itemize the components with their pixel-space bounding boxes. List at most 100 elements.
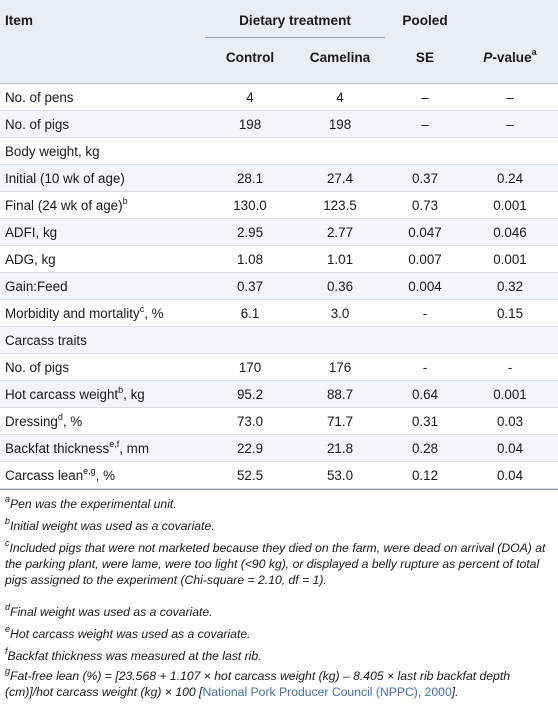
cell-p: 0.04 (496, 468, 524, 483)
row-label: Initial (10 wk of age) (5, 171, 125, 186)
table-row: No. of pens 4 4 – – (0, 84, 558, 111)
cell-p: 0.04 (496, 441, 524, 456)
cell-p: – (506, 117, 514, 132)
cell-control: 52.5 (236, 468, 264, 483)
cell-se: - (422, 306, 428, 321)
cell-p: 0.24 (496, 171, 524, 186)
cell-camelina: 3.0 (330, 306, 350, 321)
row-label: Carcass leane,g, % (5, 465, 116, 483)
footnote-g: gFat-free lean (%) = [23.568 + 1.107 × h… (5, 665, 510, 699)
row-label: Final (24 wk of age)b (5, 195, 128, 213)
header-p-sup: a (531, 47, 537, 58)
row-label: Carcass traits (5, 333, 87, 348)
row-label: Morbidity and mortalityc, % (5, 303, 164, 321)
cell-p: 0.046 (493, 225, 527, 240)
cell-control: 0.37 (236, 279, 264, 294)
table-row: Initial (10 wk of age) 28.1 27.4 0.37 0.… (0, 165, 558, 192)
header-se: SE (415, 50, 435, 65)
table-row: Hot carcass weightb, kg 95.2 88.7 0.64 0… (0, 381, 558, 408)
footnote-c: cIncluded pigs that were not marketed be… (5, 537, 546, 587)
footnote-e: eHot carcass weight was used as a covari… (5, 623, 251, 641)
table-row: ADFI, kg 2.95 2.77 0.047 0.046 (0, 219, 558, 246)
cell-control: 22.9 (236, 441, 264, 456)
table-row: Gain:Feed 0.37 0.36 0.004 0.32 (0, 273, 558, 300)
cell-control: 1.08 (236, 252, 264, 267)
table-row: Body weight, kg (0, 138, 558, 165)
table-row: Carcass leane,g, % 52.5 53.0 0.12 0.04 (0, 462, 558, 489)
citation-link[interactable]: National Pork Producer Council (NPPC), 2… (202, 685, 452, 699)
row-label: Hot carcass weightb, kg (5, 384, 145, 402)
header-dietary-treatment: Dietary treatment (239, 13, 351, 28)
cell-camelina: 176 (328, 360, 352, 375)
cell-p: 0.32 (496, 279, 524, 294)
header-p-italic: P (483, 50, 493, 65)
cell-camelina: 71.7 (326, 414, 354, 429)
header-item: Item (5, 13, 33, 28)
cell-p: 0.001 (493, 387, 527, 402)
cell-se: 0.007 (408, 252, 442, 267)
table-row: Morbidity and mortalityc, % 6.1 3.0 - 0.… (0, 300, 558, 327)
header-pooled: Pooled (402, 13, 448, 28)
footnote-b: bInitial weight was used as a covariate. (5, 515, 215, 533)
cell-camelina: 88.7 (326, 387, 354, 402)
cell-se: 0.004 (408, 279, 442, 294)
cell-se: 0.31 (411, 414, 439, 429)
cell-se: 0.047 (408, 225, 442, 240)
header-camelina: Camelina (309, 50, 371, 65)
header-p-rest: -value (492, 50, 532, 65)
table-header: Item Dietary treatment Pooled Control Ca… (0, 0, 558, 83)
footnote-f: fBackfat thickness was measured at the l… (5, 645, 262, 663)
cell-control: 130.0 (233, 198, 267, 213)
header-p-value: P-valuea (465, 47, 555, 65)
header-span-rule (205, 37, 385, 38)
cell-control: 95.2 (236, 387, 264, 402)
footnote-a: aPen was the experimental unit. (5, 493, 177, 511)
cell-p: 0.15 (496, 306, 524, 321)
cell-camelina: 198 (328, 117, 352, 132)
table-bottom-rule (0, 489, 558, 490)
row-label: ADFI, kg (5, 225, 58, 240)
cell-camelina: 27.4 (326, 171, 354, 186)
cell-camelina: 123.5 (323, 198, 357, 213)
cell-se: 0.28 (411, 441, 439, 456)
cell-control: 73.0 (236, 414, 264, 429)
table-row: Dressingd, % 73.0 71.7 0.31 0.03 (0, 408, 558, 435)
cell-control: 4 (246, 90, 254, 105)
cell-se: 0.64 (411, 387, 439, 402)
table-row: ADG, kg 1.08 1.01 0.007 0.001 (0, 246, 558, 273)
row-label: No. of pigs (5, 117, 70, 132)
cell-control: 2.95 (236, 225, 264, 240)
table-row: Final (24 wk of age)b 130.0 123.5 0.73 0… (0, 192, 558, 219)
cell-se: 0.73 (411, 198, 439, 213)
header-control: Control (225, 50, 275, 65)
cell-camelina: 0.36 (326, 279, 354, 294)
table-row: No. of pigs 170 176 - - (0, 354, 558, 381)
header-rule (0, 83, 558, 84)
cell-se: - (422, 360, 428, 375)
row-label: Backfat thicknesse,f, mm (5, 438, 149, 456)
row-label: ADG, kg (5, 252, 56, 267)
cell-camelina: 53.0 (326, 468, 354, 483)
row-label: No. of pigs (5, 360, 70, 375)
cell-p: - (507, 360, 513, 375)
table-row: No. of pigs 198 198 – – (0, 111, 558, 138)
row-label: Dressingd, % (5, 411, 83, 429)
cell-control: 170 (238, 360, 262, 375)
cell-se: 0.12 (411, 468, 439, 483)
row-label: Gain:Feed (5, 279, 68, 294)
row-label: Body weight, kg (5, 144, 100, 159)
row-label: No. of pens (5, 90, 74, 105)
table-row: Carcass traits (0, 327, 558, 354)
cell-se: – (421, 117, 429, 132)
cell-control: 198 (238, 117, 262, 132)
cell-control: 6.1 (240, 306, 260, 321)
table-row: Backfat thicknesse,f, mm 22.9 21.8 0.28 … (0, 435, 558, 462)
cell-camelina: 2.77 (326, 225, 354, 240)
cell-p: 0.03 (496, 414, 524, 429)
cell-se: – (421, 90, 429, 105)
cell-camelina: 4 (336, 90, 344, 105)
cell-p: 0.001 (493, 252, 527, 267)
cell-p: – (506, 90, 514, 105)
cell-camelina: 21.8 (326, 441, 354, 456)
